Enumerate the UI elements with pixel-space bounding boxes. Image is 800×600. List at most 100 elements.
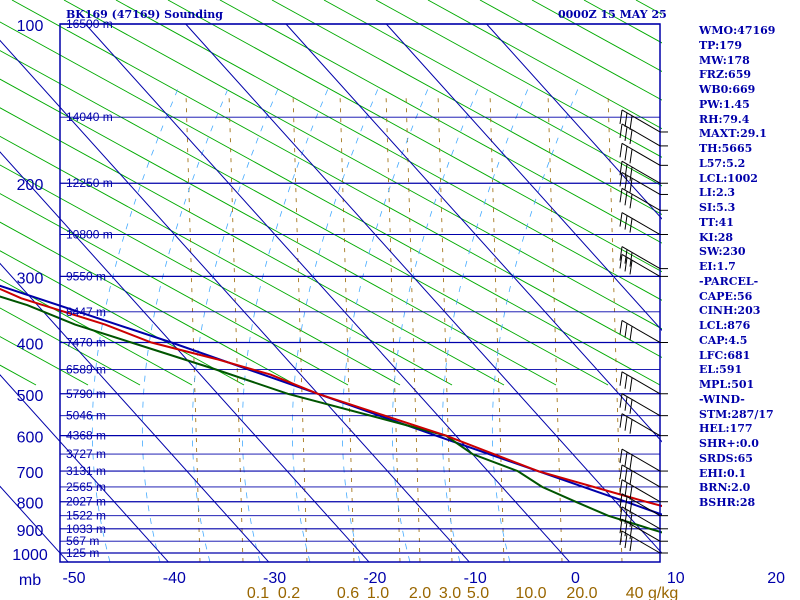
temperature-tick-label: -30 <box>263 570 286 587</box>
dry-adiabat-line <box>0 307 141 386</box>
mixing-ratio-tick-label: 2.0 <box>409 585 431 600</box>
index-item: CAP:4.5 <box>699 333 748 347</box>
index-item: RH:79.4 <box>699 112 750 126</box>
wind-barb-feather <box>619 123 623 138</box>
index-item: LCL:876 <box>699 319 751 332</box>
index-item: MW:178 <box>699 53 750 67</box>
height-label: 2565 m <box>66 480 106 494</box>
wind-barb-staff <box>621 393 661 417</box>
wind-barb-staff <box>621 479 661 503</box>
wind-barb-feather <box>624 215 628 230</box>
wind-barb <box>619 172 668 195</box>
height-label: 14040 m <box>66 110 113 124</box>
index-item: CAPE:56 <box>699 289 753 303</box>
wind-barb-feather <box>624 451 628 467</box>
wind-barb-feather <box>629 129 633 144</box>
wind-barb <box>619 464 668 488</box>
index-item: LFC:681 <box>699 348 751 362</box>
temperature-tick-label: -20 <box>363 570 386 587</box>
index-item: -WIND- <box>699 392 745 406</box>
mixing-ratio-line <box>292 93 308 563</box>
dry-adiabat-line <box>219 0 800 320</box>
dry-adiabat-line <box>531 0 800 148</box>
height-label: 567 m <box>66 534 99 548</box>
mixing-ratio-tick-label: 5.0 <box>467 585 489 600</box>
dry-adiabat-line <box>0 164 401 386</box>
wind-barb-feather <box>624 416 628 431</box>
wind-barb-feather <box>624 533 628 549</box>
moist-adiabat-curve <box>441 83 531 563</box>
wind-barb-staff <box>621 413 661 437</box>
mixing-ratio-line <box>185 93 201 563</box>
moist-adiabats <box>91 83 581 563</box>
wind-barb-feather <box>619 371 623 386</box>
wind-barb <box>619 530 668 554</box>
mixing-ratio-tick-label: 0.2 <box>278 585 300 600</box>
wind-barb <box>619 212 668 236</box>
wind-barb <box>619 187 668 211</box>
wind-barb-staff <box>621 246 661 270</box>
wind-barb <box>619 123 668 147</box>
wind-barb-feather <box>624 146 628 161</box>
mixing-ratio-line <box>607 93 623 563</box>
wind-barb <box>619 448 668 472</box>
mixing-ratio-tick-label: 0.6 <box>337 585 359 600</box>
moist-adiabat-curve <box>391 83 481 563</box>
height-label: 2027 m <box>66 495 106 509</box>
index-item: EL:591 <box>699 363 743 377</box>
index-item: HEL:177 <box>699 422 753 436</box>
wind-barb-feather <box>619 493 623 508</box>
wind-barb-feather <box>629 399 633 414</box>
wind-barb <box>619 142 668 166</box>
wind-barb-feather <box>619 320 623 335</box>
mixing-ratio-tick-label: 3.0 <box>439 585 461 600</box>
index-item: FRZ:659 <box>699 68 752 82</box>
index-item: MPL:501 <box>699 378 755 391</box>
wind-barb-feather <box>619 464 623 479</box>
wind-barb-feather <box>629 260 633 275</box>
pressure-tick-label: 900 <box>17 523 44 540</box>
height-label: 4368 m <box>66 429 106 443</box>
bottom-axis-panel <box>0 562 800 600</box>
isotherm-line <box>0 151 372 565</box>
wind-barb <box>619 109 668 133</box>
pressure-tick-label: 600 <box>17 430 44 447</box>
wind-barb-feather <box>624 323 628 338</box>
station-title: BK169 (47169) Sounding <box>66 8 223 21</box>
index-item: CINH:203 <box>699 304 761 318</box>
wind-barb-feather <box>624 482 628 497</box>
dry-adiabat-line <box>11 0 713 386</box>
temperature-tick-label: -10 <box>464 570 487 587</box>
wind-barb <box>619 493 668 517</box>
pressure-tick-label: 300 <box>17 270 44 287</box>
wind-barb-feather <box>619 212 623 227</box>
index-item: WB0:669 <box>699 83 756 96</box>
moist-adiabat-curve <box>191 83 281 563</box>
wind-barb-feather <box>619 506 623 521</box>
index-item: BSHR:28 <box>699 496 756 509</box>
height-label: 16500 m <box>66 17 113 31</box>
index-item: SW:230 <box>699 245 746 259</box>
wind-barb-feather <box>619 479 623 494</box>
index-item: TH:5665 <box>699 142 753 155</box>
index-item: SRDS:65 <box>699 451 753 465</box>
wind-barb-feather <box>619 109 623 125</box>
index-item: TT:41 <box>699 215 734 229</box>
wind-barb <box>619 160 668 184</box>
wind-barb-feather <box>619 172 623 187</box>
height-label: 1033 m <box>66 522 106 536</box>
moist-adiabat-curve <box>491 83 581 563</box>
plot-border <box>59 23 661 563</box>
mixing-ratio-line <box>339 93 355 563</box>
height-label: 7470 m <box>66 335 106 349</box>
wind-barb-staff <box>621 212 661 235</box>
dry-adiabat-line <box>0 78 557 386</box>
wind-barb-feather <box>629 149 633 164</box>
mixing-ratio-line <box>228 93 244 563</box>
dry-adiabat-line <box>0 21 661 386</box>
pressure-tick-label: 500 <box>17 388 44 405</box>
moist-adiabat-curve <box>291 83 381 563</box>
wind-barb-feather <box>619 413 623 428</box>
wind-barb-staff <box>621 172 661 195</box>
